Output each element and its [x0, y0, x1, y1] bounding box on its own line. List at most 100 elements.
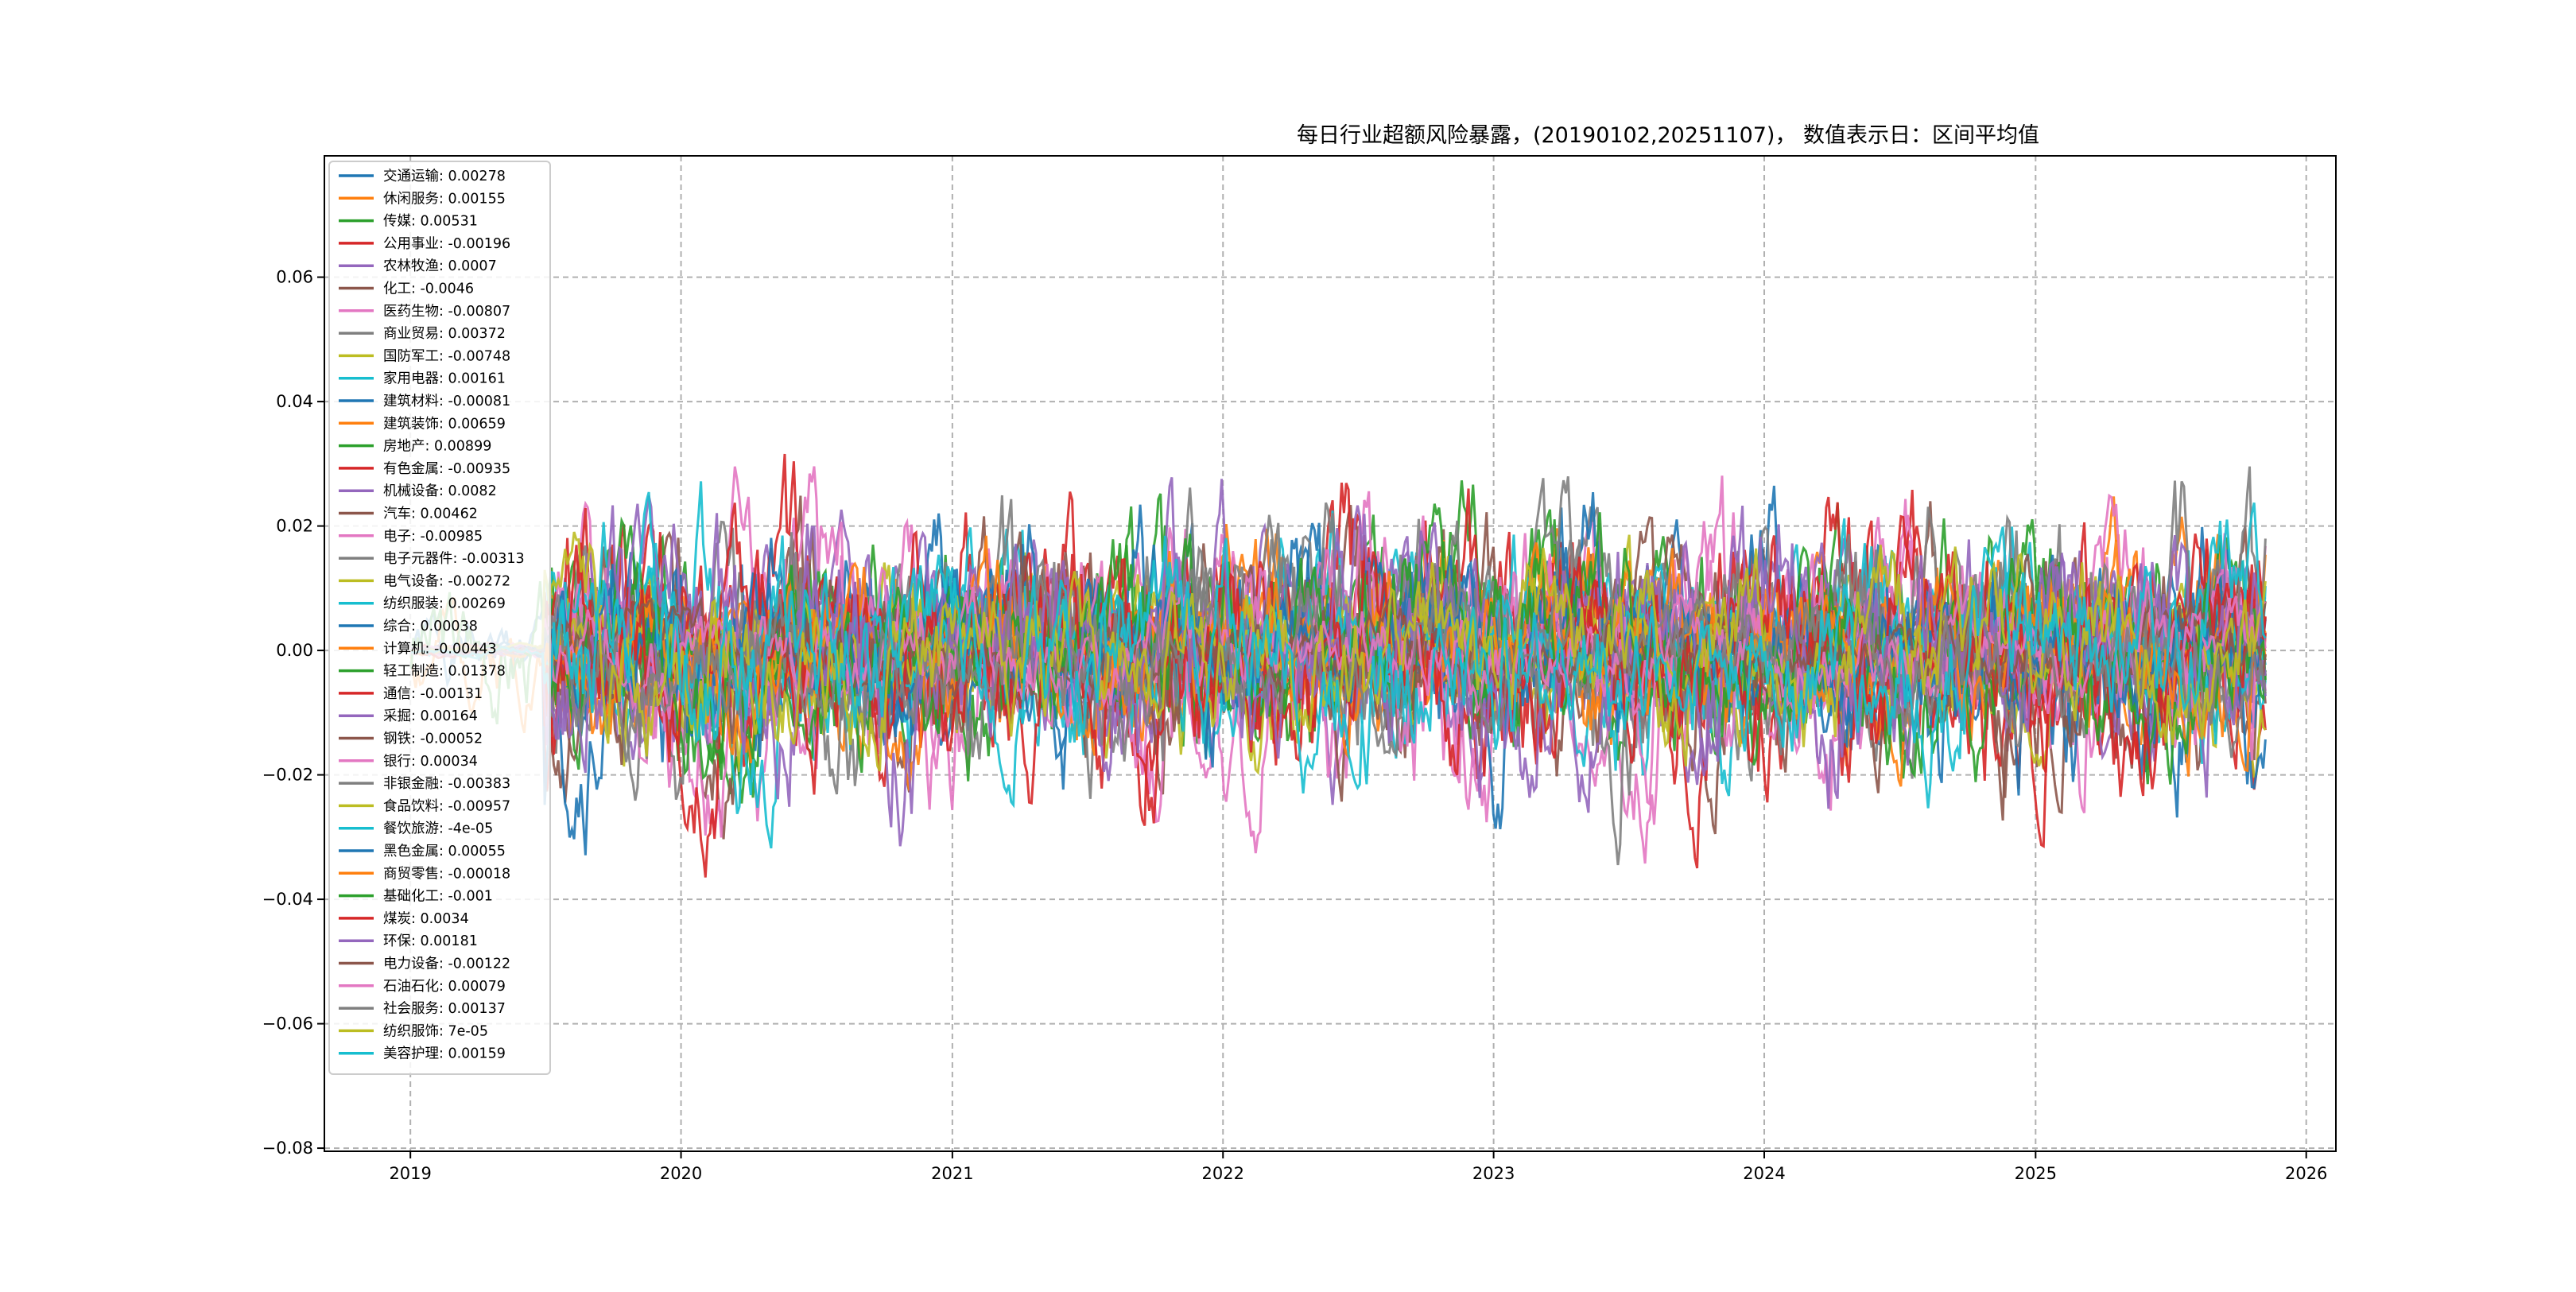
legend-item-label: 建筑材料: -0.00081	[383, 394, 510, 409]
legend-item-label: 商业贸易: 0.00372	[383, 326, 506, 342]
legend-item-label: 纺织服装: 0.00269	[383, 596, 506, 612]
legend-separator: :	[411, 731, 420, 747]
legend-item-label: 石油石化: 0.00079	[383, 979, 506, 995]
legend-item-label: 餐饮旅游: -4e-05	[383, 821, 493, 837]
legend-series-name: 家用电器	[383, 371, 439, 387]
legend-item-label: 通信: -0.00131	[383, 686, 483, 702]
legend-item-label: 汽车: 0.00462	[383, 506, 478, 522]
legend-series-value: -0.00935	[448, 461, 510, 477]
legend-item-label: 采掘: 0.00164	[383, 708, 478, 724]
plot-frame	[324, 155, 2337, 1152]
legend-series-name: 钢铁	[383, 731, 411, 747]
legend-separator: :	[439, 889, 448, 905]
legend-series-name: 社会服务	[383, 1001, 439, 1017]
legend-series-value: -0.00196	[448, 236, 510, 252]
legend-series-value: 0.00137	[448, 1001, 505, 1017]
legend-series-name: 计算机	[383, 641, 425, 657]
legend-series-name: 医药生物	[383, 304, 439, 320]
legend-separator: :	[439, 1046, 448, 1062]
legend-series-value: 0.00372	[448, 326, 505, 342]
legend-separator: :	[411, 911, 420, 927]
y-tick-label: 0.06	[276, 268, 313, 287]
y-tick-label: −0.02	[262, 766, 313, 785]
legend-separator: :	[439, 371, 448, 387]
legend-separator: :	[439, 821, 448, 837]
legend-item-label: 化工: -0.0046	[383, 281, 474, 297]
legend-series-value: -0.00957	[448, 798, 510, 814]
legend-series-name: 电力设备	[383, 956, 439, 972]
legend-series-name: 环保	[383, 933, 411, 949]
legend-item-label: 食品饮料: -0.00957	[383, 798, 510, 814]
legend-separator: :	[439, 596, 448, 612]
legend-series-name: 传媒	[383, 214, 411, 230]
series-line	[410, 530, 2267, 786]
legend-series-name: 有色金属	[383, 461, 439, 477]
legend-series-value: 0.00278	[448, 169, 505, 184]
legend-series-name: 商业贸易	[383, 326, 439, 342]
legend-separator: :	[439, 1023, 448, 1039]
legend-series-value: -0.00383	[448, 776, 510, 792]
legend-series-name: 黑色金属	[383, 844, 439, 859]
legend-series-name: 汽车	[383, 506, 411, 522]
legend-item-label: 家用电器: 0.00161	[383, 371, 506, 387]
legend-series-value: 0.00034	[420, 754, 477, 770]
series-line	[410, 580, 2267, 727]
legend-series-value: 7e-05	[448, 1023, 487, 1039]
x-tick-label: 2022	[1202, 1164, 1244, 1183]
legend-separator: :	[439, 461, 448, 477]
legend-item-label: 电力设备: -0.00122	[383, 956, 510, 972]
legend-series-value: -0.00052	[420, 731, 483, 747]
legend-separator: :	[439, 776, 448, 792]
legend-series-value: -0.00807	[448, 304, 510, 320]
legend-separator: :	[411, 506, 420, 522]
legend-series-value: 0.00055	[448, 844, 505, 859]
legend-box	[328, 161, 551, 1075]
legend-separator: :	[439, 798, 448, 814]
legend-item-label: 房地产: 0.00899	[383, 439, 491, 455]
legend-separator: :	[439, 348, 448, 364]
legend-series-value: 0.00161	[448, 371, 505, 387]
legend-series-name: 银行	[383, 754, 411, 770]
legend-separator: :	[411, 754, 420, 770]
legend-series-name: 商贸零售	[383, 866, 439, 882]
legend-item-label: 传媒: 0.00531	[383, 214, 478, 230]
legend-series-value: -0.001	[448, 889, 492, 905]
legend-separator: :	[439, 1001, 448, 1017]
x-tick-label: 2024	[1743, 1164, 1785, 1183]
legend: 交通运输: 0.00278 休闲服务: 0.00155 传媒: 0.00531 公用事…	[328, 161, 551, 1075]
legend-series-name: 石油石化	[383, 979, 439, 995]
legend-series-value: 0.00181	[420, 933, 477, 949]
legend-separator: :	[439, 258, 448, 274]
legend-separator: :	[439, 236, 448, 252]
legend-item-label: 农林牧渔: 0.0007	[383, 258, 497, 274]
legend-series-name: 非银金融	[383, 776, 439, 792]
legend-series-value: -0.00985	[420, 529, 483, 545]
legend-separator: :	[425, 641, 434, 657]
chart-title: 每日行业超额风险暴露，(20190102,20251107)， 数值表示日：区间…	[1297, 123, 2039, 148]
legend-item-label: 社会服务: 0.00137	[383, 1001, 506, 1017]
legend-series-name: 纺织服饰	[383, 1023, 439, 1039]
legend-series-value: -0.00272	[448, 573, 510, 589]
legend-separator: :	[439, 844, 448, 859]
legend-item-label: 交通运输: 0.00278	[383, 169, 506, 184]
legend-item-label: 黑色金属: 0.00055	[383, 844, 506, 859]
legend-item-label: 建筑装饰: 0.00659	[383, 416, 506, 432]
legend-series-value: 0.01378	[448, 664, 505, 680]
legend-item-label: 公用事业: -0.00196	[383, 236, 510, 252]
legend-separator: :	[439, 169, 448, 184]
legend-series-name: 煤炭	[383, 911, 411, 927]
legend-separator: :	[439, 956, 448, 972]
legend-separator: :	[439, 394, 448, 409]
y-tick-label: −0.06	[262, 1015, 313, 1034]
legend-series-name: 电气设备	[383, 573, 439, 589]
legend-series-value: -0.0046	[420, 281, 474, 297]
legend-series-name: 建筑材料	[383, 394, 439, 409]
legend-series-name: 综合	[383, 619, 411, 634]
legend-series-name: 通信	[383, 686, 411, 702]
legend-series-value: 0.00269	[448, 596, 505, 612]
legend-item-label: 综合: 0.00038	[383, 619, 478, 634]
legend-series-value: -0.00081	[448, 394, 510, 409]
legend-separator: :	[439, 979, 448, 995]
legend-series-value: 0.0034	[420, 911, 468, 927]
